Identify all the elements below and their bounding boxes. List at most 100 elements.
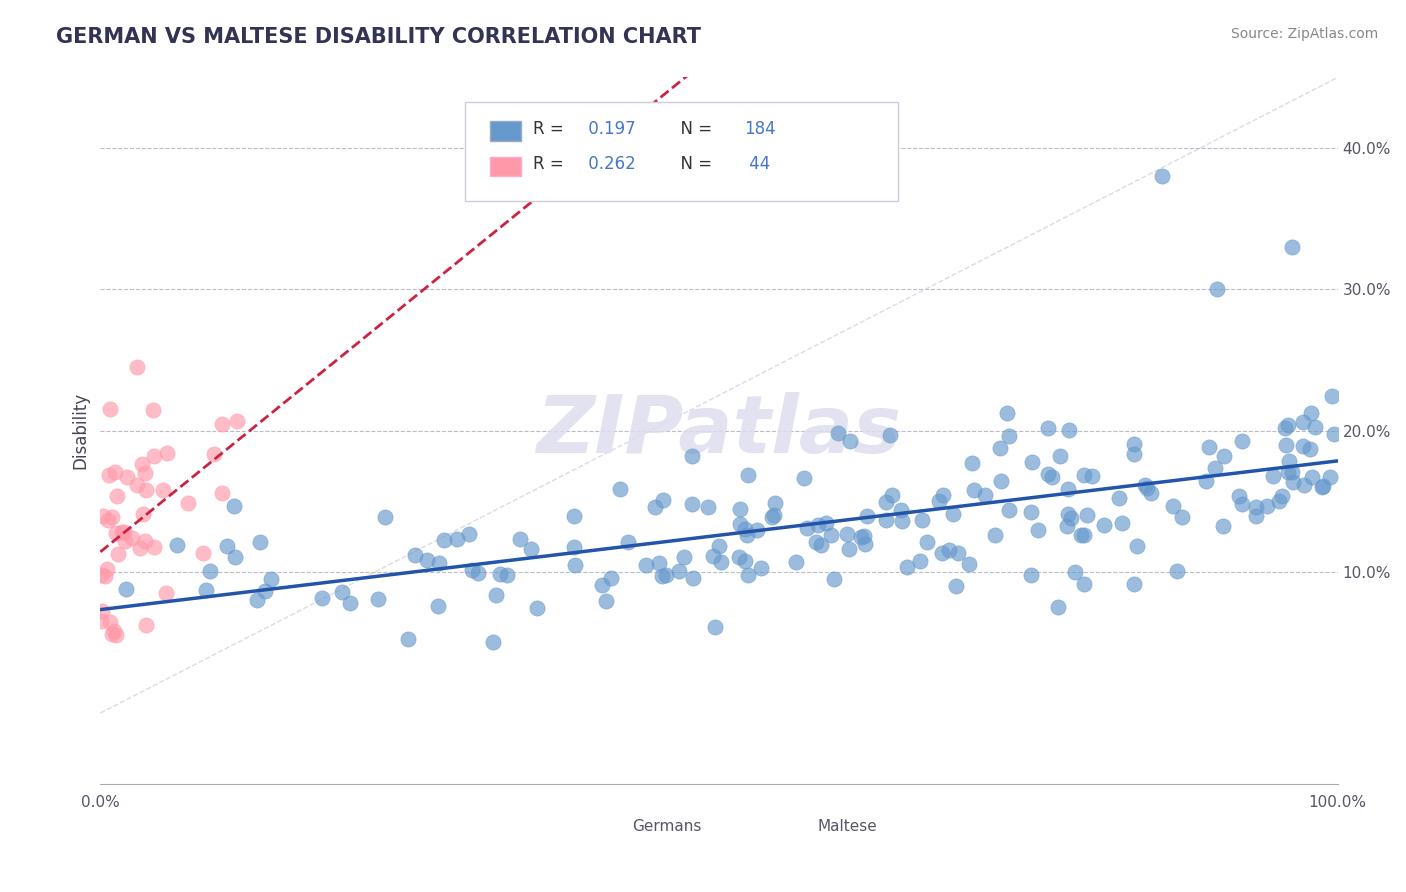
Point	[747, 523, 769, 537]
Point	[91, 509, 114, 524]
Point	[97, 513, 120, 527]
Point	[879, 428, 901, 442]
Point	[1310, 480, 1333, 494]
Point	[458, 526, 481, 541]
Point	[1038, 421, 1060, 435]
Point	[104, 465, 127, 479]
FancyBboxPatch shape	[595, 817, 617, 835]
Point	[896, 560, 918, 574]
Point	[882, 488, 904, 502]
Point	[1123, 447, 1146, 461]
Point	[1292, 439, 1315, 453]
Point	[211, 485, 233, 500]
Point	[983, 527, 1005, 541]
Point	[404, 548, 426, 562]
Point	[1294, 478, 1316, 492]
Point	[849, 531, 872, 545]
Point	[1275, 438, 1298, 452]
Point	[429, 557, 451, 571]
Text: 44: 44	[744, 155, 770, 173]
Point	[990, 474, 1012, 488]
Point	[98, 615, 121, 629]
Point	[839, 434, 862, 449]
Point	[115, 469, 138, 483]
Y-axis label: Disability: Disability	[72, 392, 89, 469]
Point	[1081, 469, 1104, 483]
Point	[1301, 470, 1323, 484]
Point	[1150, 169, 1173, 184]
Point	[191, 546, 214, 560]
Point	[1195, 474, 1218, 488]
Point	[1268, 493, 1291, 508]
Point	[682, 571, 704, 585]
Point	[761, 510, 783, 524]
Point	[112, 524, 135, 539]
Point	[215, 539, 238, 553]
Point	[963, 483, 986, 497]
Point	[1278, 454, 1301, 468]
Point	[1230, 497, 1253, 511]
Point	[814, 516, 837, 530]
Point	[131, 457, 153, 471]
Point	[734, 522, 756, 536]
Point	[735, 528, 758, 542]
Point	[1133, 478, 1156, 492]
Point	[998, 503, 1021, 517]
Point	[820, 528, 842, 542]
Point	[249, 535, 271, 549]
Point	[105, 526, 128, 541]
Point	[194, 582, 217, 597]
Text: Germans: Germans	[633, 819, 702, 833]
Point	[211, 417, 233, 432]
Point	[681, 449, 703, 463]
Point	[911, 513, 934, 527]
Point	[416, 552, 439, 566]
Point	[105, 628, 128, 642]
Point	[853, 537, 876, 551]
Point	[496, 568, 519, 582]
Point	[141, 403, 163, 417]
Point	[1213, 449, 1236, 463]
Point	[1126, 539, 1149, 553]
Point	[1046, 599, 1069, 614]
Point	[253, 584, 276, 599]
Point	[796, 521, 818, 535]
FancyBboxPatch shape	[465, 103, 898, 201]
Point	[156, 446, 179, 460]
Point	[1108, 491, 1130, 506]
Point	[1056, 483, 1078, 497]
Text: R =: R =	[533, 120, 569, 138]
Point	[1277, 465, 1299, 479]
Point	[1136, 481, 1159, 495]
Point	[890, 514, 912, 528]
Point	[1057, 508, 1080, 522]
Point	[101, 510, 124, 524]
Point	[1092, 517, 1115, 532]
Point	[114, 534, 136, 549]
Point	[107, 547, 129, 561]
Point	[1049, 449, 1071, 463]
Point	[134, 533, 156, 548]
Text: GERMAN VS MALTESE DISABILITY CORRELATION CHART: GERMAN VS MALTESE DISABILITY CORRELATION…	[56, 27, 702, 46]
Point	[96, 562, 118, 576]
Point	[945, 579, 967, 593]
Point	[526, 601, 548, 615]
Point	[737, 467, 759, 482]
Point	[129, 541, 152, 555]
Point	[135, 618, 157, 632]
Text: R =: R =	[533, 155, 569, 173]
Point	[1021, 455, 1043, 469]
Point	[1026, 523, 1049, 537]
Point	[446, 532, 468, 546]
Point	[636, 558, 658, 572]
Point	[1123, 437, 1146, 451]
Point	[260, 572, 283, 586]
Point	[942, 508, 965, 522]
Point	[595, 594, 617, 608]
Point	[1056, 518, 1078, 533]
Point	[709, 540, 731, 554]
Point	[1305, 420, 1327, 434]
Point	[520, 542, 543, 557]
Point	[135, 483, 157, 497]
Point	[1073, 577, 1095, 591]
